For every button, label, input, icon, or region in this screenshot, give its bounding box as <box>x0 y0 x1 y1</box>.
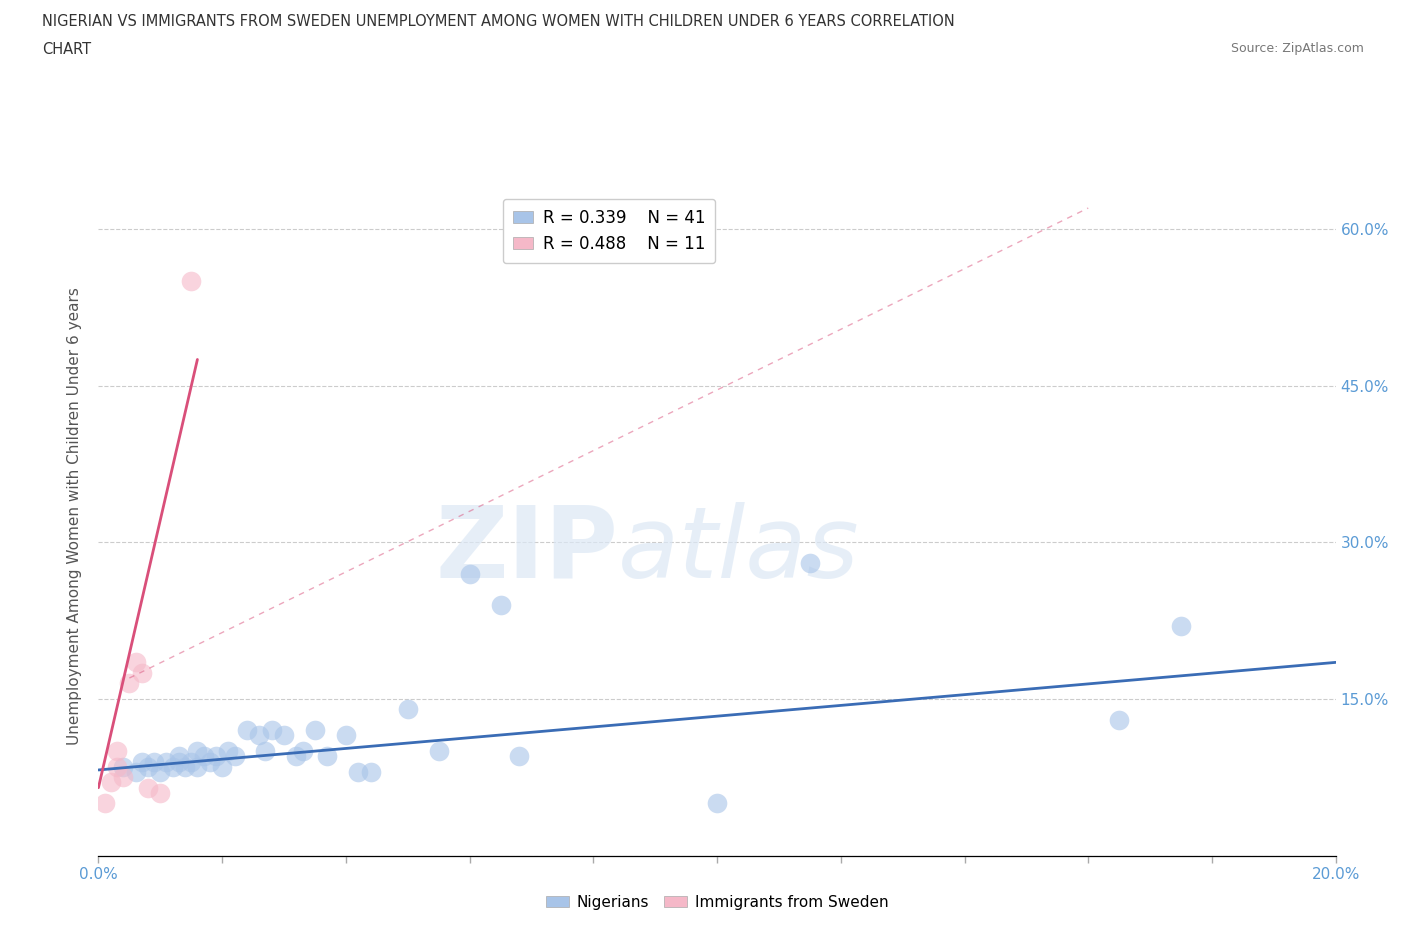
Text: CHART: CHART <box>42 42 91 57</box>
Point <box>118 676 141 691</box>
Point <box>180 273 202 288</box>
Point <box>706 796 728 811</box>
Point <box>131 754 153 769</box>
Point <box>247 728 270 743</box>
Point <box>1170 618 1192 633</box>
Point <box>236 723 259 737</box>
Point <box>224 749 246 764</box>
Point <box>396 702 419 717</box>
Point <box>193 749 215 764</box>
Y-axis label: Unemployment Among Women with Children Under 6 years: Unemployment Among Women with Children U… <box>67 287 83 745</box>
Point <box>149 786 172 801</box>
Text: ZIP: ZIP <box>436 501 619 599</box>
Point <box>285 749 308 764</box>
Point <box>260 723 283 737</box>
Point <box>136 780 159 795</box>
Point <box>360 764 382 779</box>
Text: Source: ZipAtlas.com: Source: ZipAtlas.com <box>1230 42 1364 55</box>
Point <box>427 744 450 759</box>
Point <box>211 760 233 775</box>
Point <box>186 744 208 759</box>
Point <box>167 754 190 769</box>
Text: atlas: atlas <box>619 501 859 599</box>
Point <box>217 744 239 759</box>
Point <box>174 760 197 775</box>
Point <box>489 597 512 612</box>
Point <box>205 749 228 764</box>
Point <box>273 728 295 743</box>
Text: NIGERIAN VS IMMIGRANTS FROM SWEDEN UNEMPLOYMENT AMONG WOMEN WITH CHILDREN UNDER : NIGERIAN VS IMMIGRANTS FROM SWEDEN UNEMP… <box>42 14 955 29</box>
Point <box>155 754 177 769</box>
Point <box>131 665 153 680</box>
Point <box>167 749 190 764</box>
Point <box>198 754 221 769</box>
Point <box>149 764 172 779</box>
Point <box>508 749 530 764</box>
Point <box>316 749 339 764</box>
Point <box>112 760 135 775</box>
Point <box>124 764 146 779</box>
Point <box>100 775 122 790</box>
Point <box>335 728 357 743</box>
Legend: Nigerians, Immigrants from Sweden: Nigerians, Immigrants from Sweden <box>540 889 894 916</box>
Point <box>254 744 277 759</box>
Point <box>105 760 128 775</box>
Point <box>112 770 135 785</box>
Point <box>799 556 821 571</box>
Point <box>136 760 159 775</box>
Point <box>304 723 326 737</box>
Point <box>291 744 314 759</box>
Point <box>93 796 115 811</box>
Point <box>105 744 128 759</box>
Point <box>186 760 208 775</box>
Point <box>347 764 370 779</box>
Point <box>458 566 481 581</box>
Point <box>143 754 166 769</box>
Point <box>1108 712 1130 727</box>
Point <box>124 655 146 670</box>
Point <box>180 754 202 769</box>
Point <box>162 760 184 775</box>
